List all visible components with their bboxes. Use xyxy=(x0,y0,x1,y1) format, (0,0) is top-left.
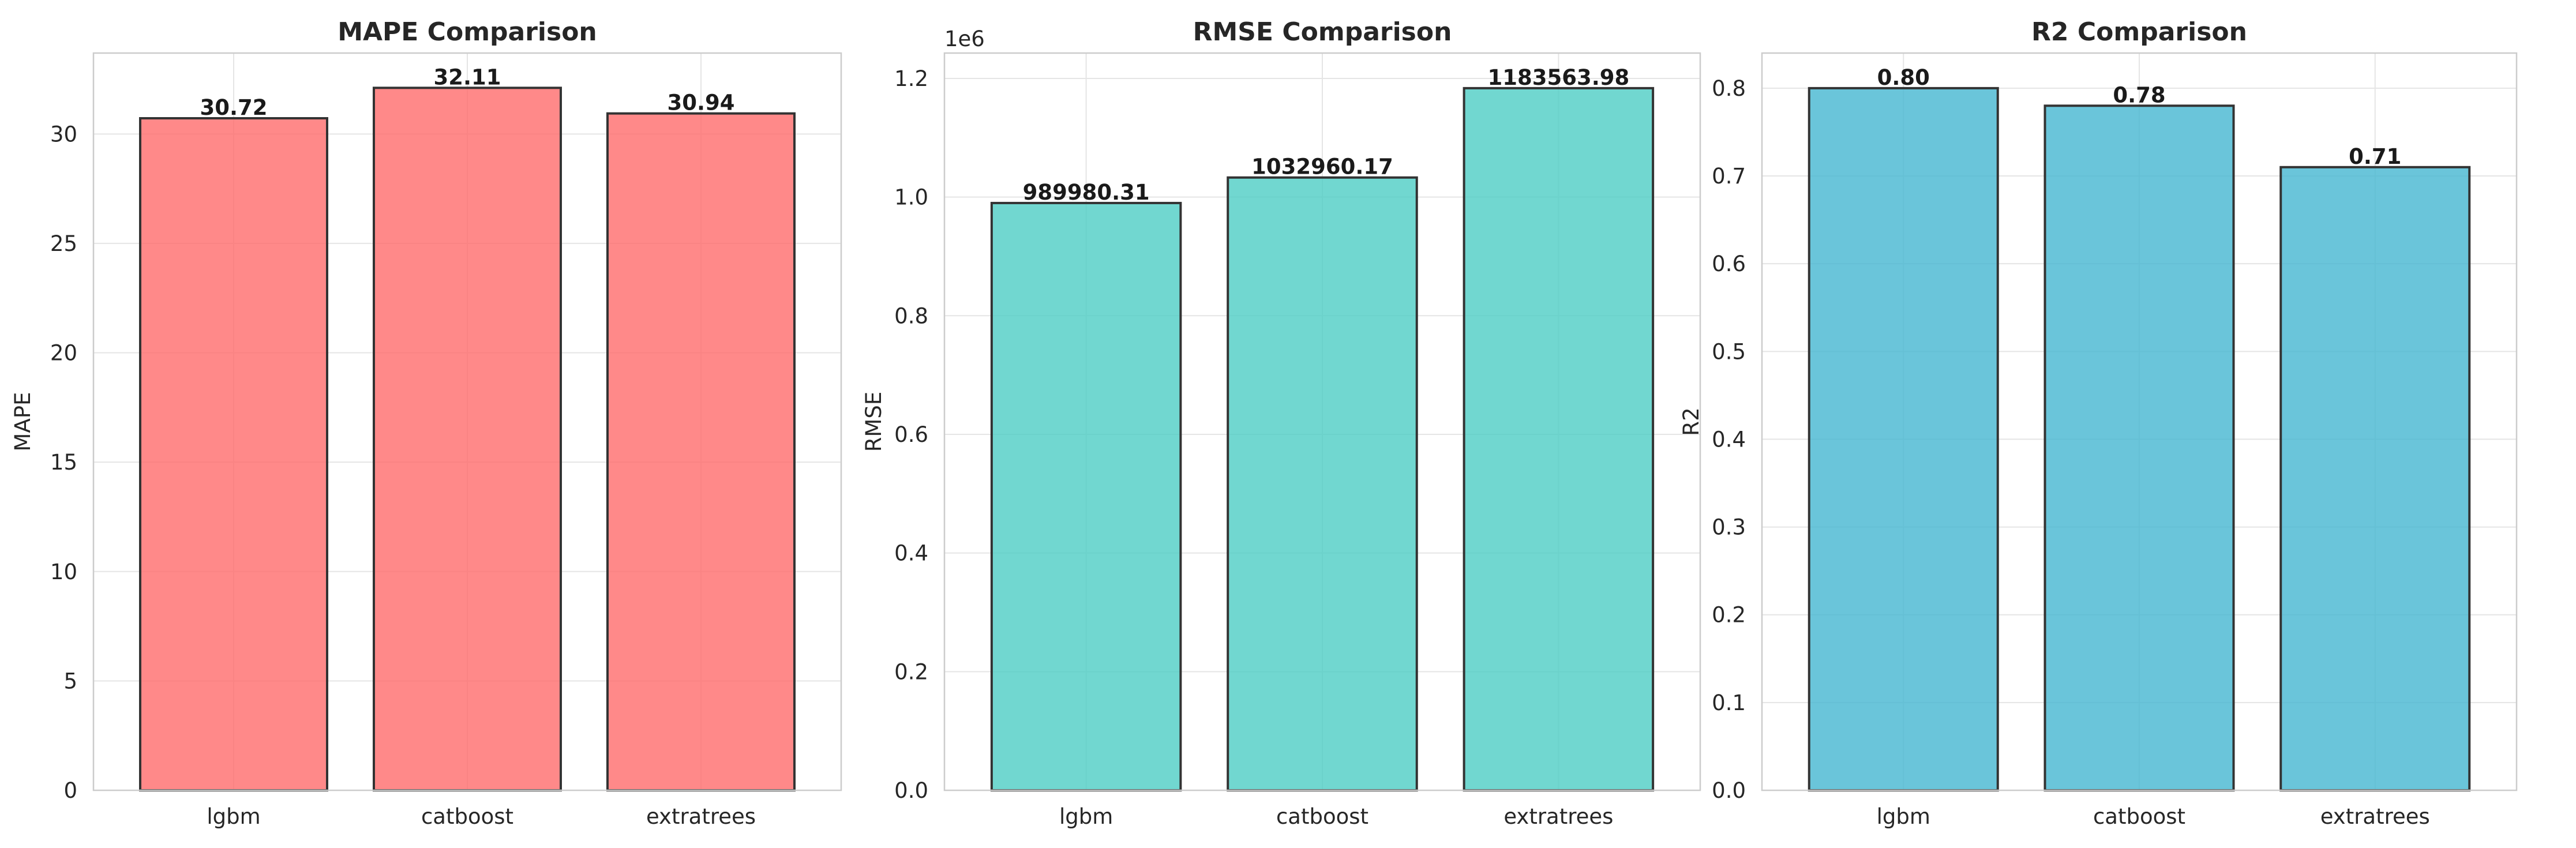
y-tick-label: 10 xyxy=(50,560,77,584)
chart-title: R2 Comparison xyxy=(2031,17,2247,47)
chart-panel-0: 30.72 32.11 30.94 0 5 10 15 20 25 30 lgbm catboost e… xyxy=(10,17,842,829)
x-tick-label: extratrees xyxy=(1503,804,1613,829)
plot-frame xyxy=(1761,52,2518,791)
y-axis-offset-label: 1e6 xyxy=(944,27,985,51)
y-tick-label: 1.0 xyxy=(894,185,928,210)
x-tick-label: lgbm xyxy=(207,804,260,829)
x-tick-label: lgbm xyxy=(1059,804,1113,829)
y-tick-label: 0.2 xyxy=(894,659,928,684)
y-tick-label: 1.2 xyxy=(894,66,928,91)
y-tick-label: 0.0 xyxy=(894,778,928,803)
y-tick-label: 0.4 xyxy=(1712,427,1746,452)
y-axis-label: RMSE xyxy=(861,392,886,452)
y-tick-label: 0.4 xyxy=(894,541,928,566)
bar-catboost xyxy=(373,87,562,791)
y-tick-label: 0.0 xyxy=(1712,778,1746,803)
x-tick-label: catboost xyxy=(421,804,513,829)
value-label-extratrees: 30.94 xyxy=(667,91,734,115)
value-label-catboost: 0.78 xyxy=(2113,82,2165,107)
value-label-extratrees: 0.71 xyxy=(2349,144,2401,169)
chart-panel-1: 989980.31 1032960.17 1183563.98 0.0 0.2 0.4 0.… xyxy=(861,17,1701,829)
y-tick-label: 30 xyxy=(50,122,77,147)
y-tick-label: 0.2 xyxy=(1712,603,1746,628)
y-tick-label: 0.8 xyxy=(1712,76,1746,101)
y-axis-label: MAPE xyxy=(10,392,35,452)
bar-lgbm xyxy=(139,117,328,791)
bar-catboost xyxy=(2043,104,2235,791)
x-tick-label: catboost xyxy=(2093,804,2185,829)
bar-extratrees xyxy=(1463,87,1655,792)
plot-frame xyxy=(92,52,842,791)
y-axis-label: R2 xyxy=(1679,407,1704,436)
y-tick-label: 0.7 xyxy=(1712,164,1746,189)
bar-lgbm xyxy=(990,201,1182,792)
y-tick-label: 0.5 xyxy=(1712,339,1746,364)
value-label-lgbm: 989980.31 xyxy=(1023,180,1150,205)
y-tick-label: 25 xyxy=(50,231,77,256)
bar-extratrees xyxy=(606,112,796,791)
y-tick-label: 0.1 xyxy=(1712,691,1746,715)
x-tick-label: extratrees xyxy=(646,804,756,829)
chart-title: RMSE Comparison xyxy=(1193,17,1452,47)
y-tick-label: 15 xyxy=(50,450,77,475)
value-label-lgbm: 0.80 xyxy=(1877,65,1930,90)
y-tick-label: 0.3 xyxy=(1712,515,1746,540)
chart-title: MAPE Comparison xyxy=(338,17,597,47)
chart-panel-2: 0.80 0.78 0.71 0.0 0.1 0.2 0.3 0.4 0.5 0.6 0.7 0.8 l… xyxy=(1679,17,2518,829)
x-tick-label: catboost xyxy=(1276,804,1368,829)
y-tick-label: 0.6 xyxy=(1712,252,1746,276)
y-tick-label: 0 xyxy=(63,778,77,803)
x-tick-label: lgbm xyxy=(1877,804,1930,829)
value-label-extratrees: 1183563.98 xyxy=(1487,65,1629,90)
value-label-lgbm: 30.72 xyxy=(200,95,267,120)
plot-frame xyxy=(943,52,1701,791)
bar-lgbm xyxy=(1808,87,1999,791)
bar-extratrees xyxy=(2279,166,2471,791)
y-tick-label: 0.8 xyxy=(894,303,928,328)
y-tick-label: 5 xyxy=(63,669,77,693)
y-tick-label: 20 xyxy=(50,341,77,366)
value-label-catboost: 1032960.17 xyxy=(1251,155,1393,179)
value-label-catboost: 32.11 xyxy=(433,65,501,89)
bar-catboost xyxy=(1227,176,1418,792)
y-tick-label: 0.6 xyxy=(894,422,928,447)
x-tick-label: extratrees xyxy=(2320,804,2430,829)
